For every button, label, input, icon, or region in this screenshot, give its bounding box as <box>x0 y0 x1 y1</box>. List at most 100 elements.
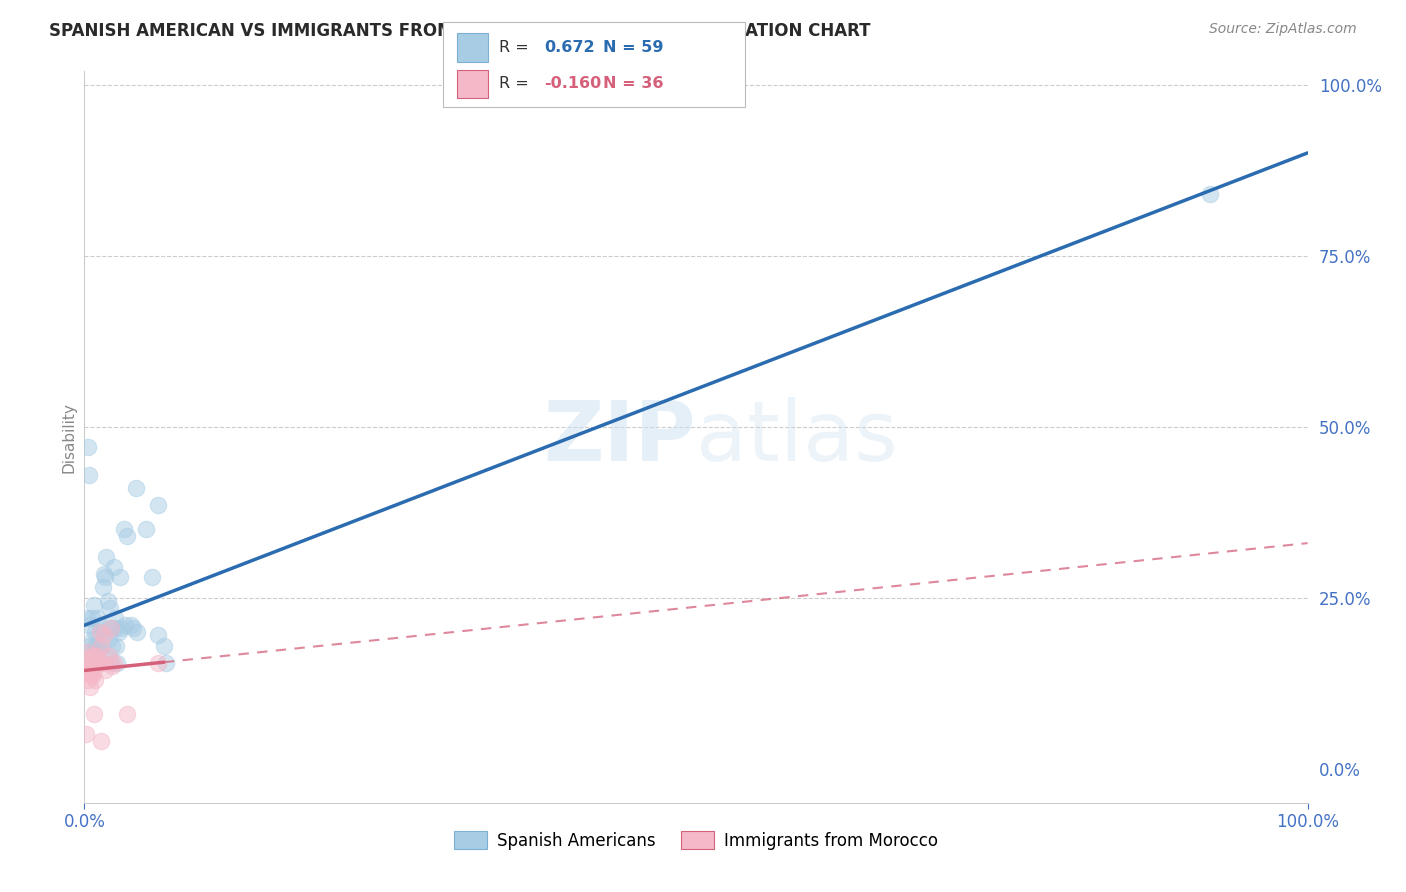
Point <box>77 656 100 670</box>
Point <box>135 522 157 536</box>
Point <box>87 656 110 670</box>
Point <box>94 663 117 677</box>
Point <box>87 656 110 670</box>
Text: R =: R = <box>499 77 534 91</box>
Point <box>84 624 107 639</box>
Point <box>83 706 105 721</box>
Point <box>89 618 111 632</box>
Point <box>76 611 98 625</box>
Point <box>75 656 97 670</box>
Point <box>83 648 105 663</box>
Point <box>77 618 100 632</box>
Point <box>83 598 105 612</box>
Point <box>79 656 101 670</box>
Point <box>75 727 97 741</box>
Point <box>100 622 122 636</box>
Point <box>93 624 115 639</box>
Text: atlas: atlas <box>696 397 897 477</box>
Point <box>80 663 103 677</box>
Point <box>91 656 114 670</box>
Point <box>77 467 100 482</box>
Text: ZIP: ZIP <box>544 397 696 477</box>
Point <box>77 645 100 659</box>
Point <box>103 560 125 574</box>
Point <box>100 656 122 670</box>
Text: N = 36: N = 36 <box>603 77 664 91</box>
Point <box>83 656 105 670</box>
Point <box>76 656 98 670</box>
Point <box>80 648 103 663</box>
Point <box>146 628 169 642</box>
Point <box>94 570 117 584</box>
Point <box>80 669 103 683</box>
Point <box>86 656 108 670</box>
Point <box>82 632 104 646</box>
Point <box>91 581 114 595</box>
Text: N = 59: N = 59 <box>603 40 664 54</box>
Point <box>79 680 101 694</box>
Point <box>110 622 132 636</box>
Point <box>76 659 98 673</box>
Point <box>86 611 108 625</box>
Point <box>141 570 163 584</box>
Point <box>97 648 120 663</box>
Text: SPANISH AMERICAN VS IMMIGRANTS FROM MOROCCO DISABILITY CORRELATION CHART: SPANISH AMERICAN VS IMMIGRANTS FROM MORO… <box>49 22 870 40</box>
Point <box>90 639 112 653</box>
Point <box>115 706 138 721</box>
Point <box>87 632 110 646</box>
Point <box>112 522 135 536</box>
Text: -0.160: -0.160 <box>544 77 602 91</box>
Point <box>79 639 101 653</box>
Point <box>89 624 111 639</box>
Y-axis label: Disability: Disability <box>60 401 76 473</box>
Point <box>79 665 101 680</box>
Point <box>104 611 127 625</box>
Legend: Spanish Americans, Immigrants from Morocco: Spanish Americans, Immigrants from Moroc… <box>447 824 945 856</box>
Text: R =: R = <box>499 40 534 54</box>
Point <box>82 665 104 680</box>
Point <box>114 618 136 632</box>
Point <box>77 652 100 666</box>
Point <box>125 624 148 639</box>
Point <box>84 673 107 687</box>
Point <box>107 624 129 639</box>
Point <box>122 622 145 636</box>
Point <box>108 570 131 584</box>
Point <box>77 673 100 687</box>
Point <box>97 594 120 608</box>
Point <box>84 639 107 653</box>
Point <box>93 566 115 581</box>
Point <box>1198 187 1220 202</box>
Point <box>79 656 101 670</box>
Point <box>103 656 125 670</box>
Point <box>153 639 176 653</box>
Point <box>120 618 142 632</box>
Text: Source: ZipAtlas.com: Source: ZipAtlas.com <box>1209 22 1357 37</box>
Point <box>80 656 103 670</box>
Point <box>155 656 177 670</box>
Text: 0.672: 0.672 <box>544 40 595 54</box>
Point <box>97 632 120 646</box>
Point <box>146 656 169 670</box>
Point <box>105 656 128 670</box>
Point <box>82 656 104 670</box>
Point <box>98 601 121 615</box>
Point <box>75 652 97 666</box>
Point <box>76 645 98 659</box>
Point <box>100 622 122 636</box>
Point <box>84 656 107 670</box>
Point <box>101 639 124 653</box>
Point <box>80 611 103 625</box>
Point <box>93 628 115 642</box>
Point <box>87 642 110 657</box>
Point <box>96 549 118 564</box>
Point <box>75 665 97 680</box>
Point <box>77 440 100 454</box>
Point <box>105 639 128 653</box>
Point <box>77 656 100 670</box>
Point <box>101 659 124 673</box>
Point <box>86 648 108 663</box>
Point <box>90 645 112 659</box>
Point <box>77 663 100 677</box>
Point <box>83 645 105 659</box>
